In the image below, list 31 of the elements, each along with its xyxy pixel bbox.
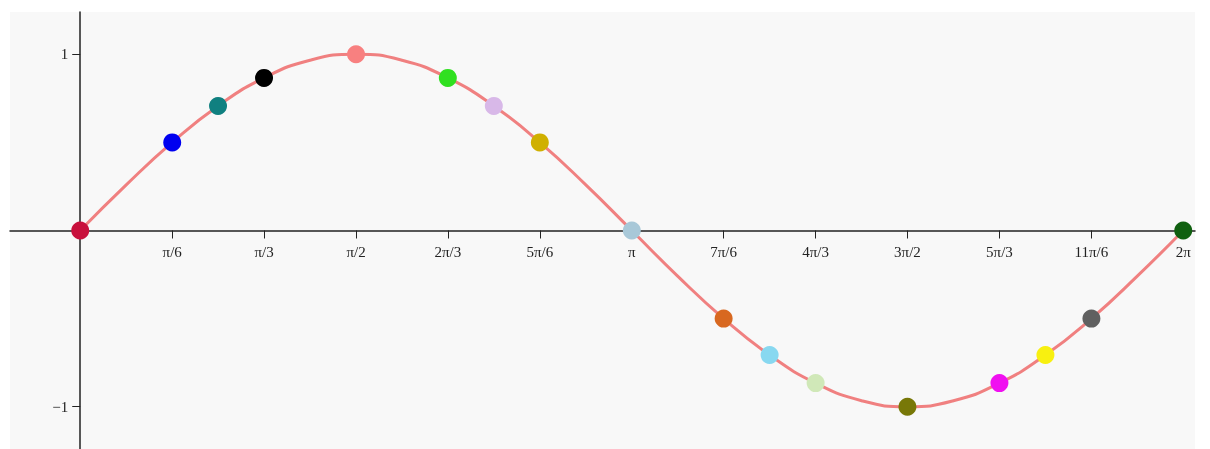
point xyxy=(255,68,274,87)
point xyxy=(1036,346,1055,365)
x-tick-label: 3π/2 xyxy=(894,244,921,260)
point xyxy=(209,96,228,115)
y-tick-label: 1 xyxy=(60,46,69,63)
x-tick-label: 2π/3 xyxy=(434,244,462,260)
x-tick-label: 5π/6 xyxy=(526,244,554,260)
x-tick-label: π/6 xyxy=(162,244,183,260)
point xyxy=(760,346,779,365)
point xyxy=(530,133,549,152)
point xyxy=(1174,221,1193,240)
point xyxy=(898,397,917,416)
point xyxy=(990,374,1009,393)
point xyxy=(714,309,733,328)
x-tick-label: 2π xyxy=(1175,244,1192,260)
x-tick-label: π/2 xyxy=(346,244,366,260)
x-tick-label: π xyxy=(628,244,637,260)
x-tick-label: 11π/6 xyxy=(1074,244,1109,260)
point xyxy=(163,133,182,152)
x-tick-label: 4π/3 xyxy=(802,244,829,260)
x-tick-label: 7π/6 xyxy=(710,244,738,260)
x-tick-label: π/3 xyxy=(254,244,274,260)
point xyxy=(806,374,825,393)
point xyxy=(347,45,366,64)
point xyxy=(438,68,457,87)
x-tick-label: 5π/3 xyxy=(986,244,1013,260)
point xyxy=(71,221,90,240)
point xyxy=(622,221,641,240)
point xyxy=(1082,309,1101,328)
point xyxy=(484,96,503,115)
y-tick-label: −1 xyxy=(52,398,69,415)
